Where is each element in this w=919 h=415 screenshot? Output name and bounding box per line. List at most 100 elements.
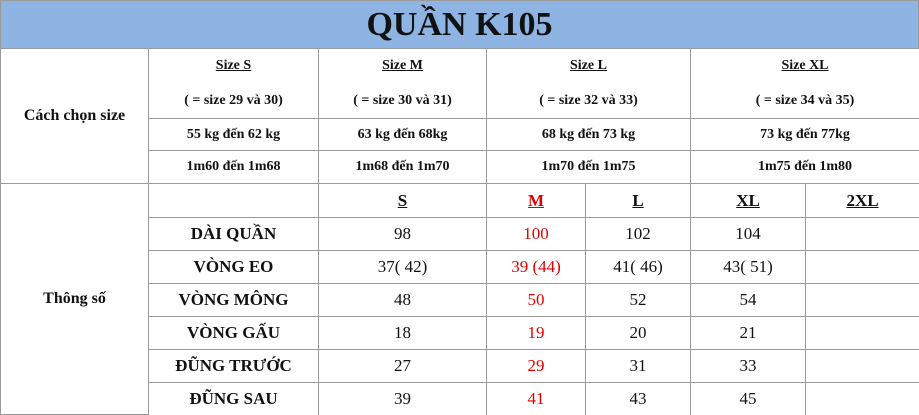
value-cell-text: 39 [394,389,411,408]
value-cell-text: 29 [527,356,545,375]
column-header: XL [690,183,806,218]
size-name-range-text: Size XL [781,58,829,74]
value-cell-text: 21 [739,323,757,342]
size-name-range-text: ( = size 29 và 30) [184,92,283,108]
value-cell [805,250,919,284]
value-cell [805,217,919,251]
title-text: QUẦN K105 [366,5,553,43]
value-cell-text: 20 [629,323,647,342]
value-cell-text: 39 (44) [511,257,561,276]
value-cell: 37( 42) [318,250,487,284]
row-label: VÒNG EO [148,250,319,284]
value-cell-text: 98 [394,224,411,243]
size-name-range: Size XL ( = size 34 và 35) [690,48,919,119]
row-label: VÒNG MÔNG [148,283,319,317]
value-cell: 43 [585,382,691,415]
column-header: L [585,183,691,218]
value-cell: 52 [585,283,691,317]
value-cell-text: 104 [735,224,761,243]
value-cell: 102 [585,217,691,251]
value-cell: 31 [585,349,691,383]
value-cell-text: 31 [629,356,647,375]
value-cell-text: 43( 51) [723,257,773,276]
size-name-range-text: ( = size 34 và 35) [755,92,855,108]
value-cell: 43( 51) [690,250,806,284]
title: QUẦN K105 [0,0,919,49]
value-cell [805,316,919,350]
size-height: 1m70 đến 1m75 [486,150,691,184]
value-cell: 18 [318,316,487,350]
size-height: 1m68 đến 1m70 [318,150,487,184]
column-header-text: L [632,190,644,210]
value-cell-text: 48 [394,290,411,309]
size-weight: 55 kg đến 62 kg [148,118,319,151]
size-weight-text: 73 kg đến 77kg [760,126,850,142]
row-label-text: VÒNG MÔNG [178,290,289,309]
size-height-text: 1m70 đến 1m75 [541,159,636,174]
value-cell: 100 [486,217,586,251]
size-guide-label-text: Cách chọn size [23,107,126,124]
value-cell: 27 [318,349,487,383]
value-cell-text: 50 [527,290,545,309]
value-cell-text: 37( 42) [377,257,428,276]
column-header-text: S [397,190,408,210]
size-name-range: Size S ( = size 29 và 30) [148,48,319,119]
value-cell: 45 [690,382,806,415]
size-guide-label: Cách chọn size [0,48,149,184]
value-cell: 41 [486,382,586,415]
value-cell-text: 33 [739,356,757,375]
row-label-text: DÀI QUẦN [190,224,277,243]
specs-label: Thông số [0,183,149,415]
row-label-text: ĐŨNG TRƯỚC [175,356,292,375]
column-header: S [318,183,487,218]
size-height-text: 1m75 đến 1m80 [757,159,853,174]
size-name-range: Size M ( = size 30 và 31) [318,48,487,119]
size-height-text: 1m68 đến 1m70 [355,159,450,174]
value-cell: 39 [318,382,487,415]
size-name-range-text: Size M [382,58,423,74]
size-height-text: 1m60 đến 1m68 [186,159,281,174]
value-cell-text: 41( 46) [613,257,663,276]
specs-label-text: Thông số [43,290,106,307]
row-label-text: VÒNG EO [193,257,274,276]
size-weight: 73 kg đến 77kg [690,118,919,151]
row-label: VÒNG GẤU [148,316,319,350]
row-label-text: ĐŨNG SAU [189,389,278,408]
row-label: ĐŨNG TRƯỚC [148,349,319,383]
value-cell: 21 [690,316,806,350]
size-name-range-text: Size L [570,58,607,74]
size-weight-text: 68 kg đến 73 kg [541,126,636,142]
value-cell: 19 [486,316,586,350]
column-header: 2XL [805,183,919,218]
row-label: DÀI QUẦN [148,217,319,251]
value-cell: 50 [486,283,586,317]
column-header-text: 2XL [846,190,879,210]
value-cell: 33 [690,349,806,383]
value-cell-text: 45 [739,389,757,408]
column-header: M [486,183,586,218]
value-cell-text: 52 [629,290,647,309]
value-cell-text: 102 [625,224,651,243]
value-cell: 20 [585,316,691,350]
value-cell: 54 [690,283,806,317]
column-header-text: XL [736,190,760,210]
row-label: ĐŨNG SAU [148,382,319,415]
value-cell-text: 41 [527,389,545,408]
value-cell-text: 18 [394,323,411,342]
size-weight: 68 kg đến 73 kg [486,118,691,151]
value-cell: 41( 46) [585,250,691,284]
column-header-text: M [527,190,545,210]
size-weight-text: 63 kg đến 68kg [357,126,448,142]
row-label-text: VÒNG GẤU [186,323,281,342]
size-name-range-text: ( = size 30 và 31) [353,92,452,108]
value-cell: 48 [318,283,487,317]
value-cell [805,382,919,415]
size-weight: 63 kg đến 68kg [318,118,487,151]
value-cell [805,349,919,383]
value-cell [805,283,919,317]
value-cell: 98 [318,217,487,251]
size-name-range: Size L ( = size 32 và 33) [486,48,691,119]
value-cell: 104 [690,217,806,251]
size-height: 1m75 đến 1m80 [690,150,919,184]
